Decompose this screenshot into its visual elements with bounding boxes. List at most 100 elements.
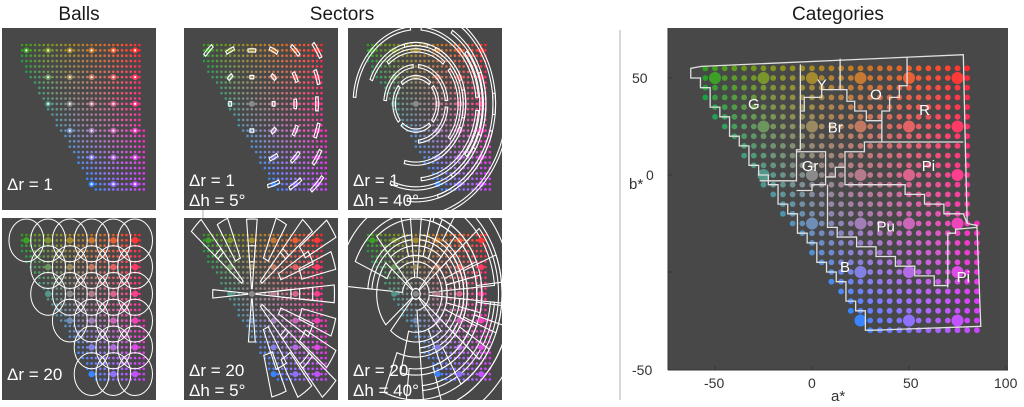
color-dot [207,43,210,47]
color-dot [886,191,893,198]
color-dot [99,140,102,143]
color-dot [281,367,284,371]
color-dot [85,346,89,349]
color-dot [896,327,903,334]
color-dot [818,220,825,227]
color-dot [94,49,98,52]
color-dot [847,143,854,149]
color-dot [46,255,50,258]
color-dot [401,86,405,90]
color-dot [410,70,413,74]
color-dot [263,308,267,312]
color-dot [42,65,46,68]
label-sectors-tl-r: Δr = 1 [189,171,235,190]
color-dot [107,59,111,63]
color-dot [857,210,864,217]
color-dot [320,281,323,285]
color-dot [307,367,310,371]
color-dot [475,330,479,333]
sector-outline [447,67,462,141]
color-dot [254,118,258,122]
color-dot [64,319,67,322]
color-dot [294,351,297,355]
color-dot [94,75,98,79]
sample-point [292,181,299,188]
color-dot [285,172,288,175]
color-dot [285,351,288,355]
color-dot [944,181,951,188]
focal-dot [709,72,721,84]
color-dot [311,313,315,317]
color-dot [285,281,288,285]
color-dot [320,70,323,74]
color-dot [267,107,271,111]
color-dot [289,140,293,143]
color-dot [462,239,466,242]
color-dot [90,86,93,90]
color-dot [254,281,258,285]
color-dot [94,362,98,365]
color-dot [414,118,418,122]
color-dot [289,265,293,269]
color-dot [475,239,479,242]
color-dot [233,297,236,301]
color-dot [302,107,306,111]
sample-point [434,290,441,297]
color-dot [479,166,483,170]
color-dot [427,319,431,322]
color-dot [741,65,747,72]
color-dot [99,182,102,186]
color-dot [116,150,119,154]
color-dot [799,210,806,217]
color-dot [828,143,835,149]
color-dot [211,244,214,247]
color-dot [896,278,903,285]
color-dot [263,113,267,116]
color-dot [440,362,444,365]
color-dot [954,240,961,246]
color-dot [479,59,483,63]
sector-outline [270,72,278,82]
color-dot [294,166,297,170]
color-dot [85,150,89,154]
color-dot [445,239,448,242]
color-dot [254,265,258,269]
color-dot [125,91,128,95]
color-dot [311,140,315,143]
color-dot [935,84,941,91]
color-dot [259,54,262,57]
color-dot [410,113,413,116]
sector-outline [298,219,337,259]
color-dot [142,140,146,143]
color-dot [68,324,72,328]
color-dot [94,172,98,175]
color-dot [72,86,76,90]
color-dot [886,152,893,159]
sample-point [456,290,463,297]
color-dot [254,91,258,95]
color-dot [307,303,310,306]
sample-point [434,74,441,81]
color-dot [294,65,297,68]
sector-outline [277,250,314,281]
color-dot [99,188,102,191]
color-dot [241,319,245,322]
color-dot [453,102,457,106]
ball-outline [30,271,66,316]
color-dot [259,287,262,290]
color-dot [90,59,93,63]
color-dot [307,86,310,90]
color-dot [315,140,319,143]
color-dot [237,292,241,296]
panel-balls-dr1 [20,43,146,191]
color-dot [453,107,457,111]
color-dot [789,84,796,91]
color-dot [401,113,405,116]
color-dot [259,150,262,154]
color-dot [103,43,106,47]
color-dot [789,133,796,140]
color-dot [272,367,275,371]
color-dot [125,313,128,317]
color-dot [838,104,844,110]
color-dot [445,346,448,349]
